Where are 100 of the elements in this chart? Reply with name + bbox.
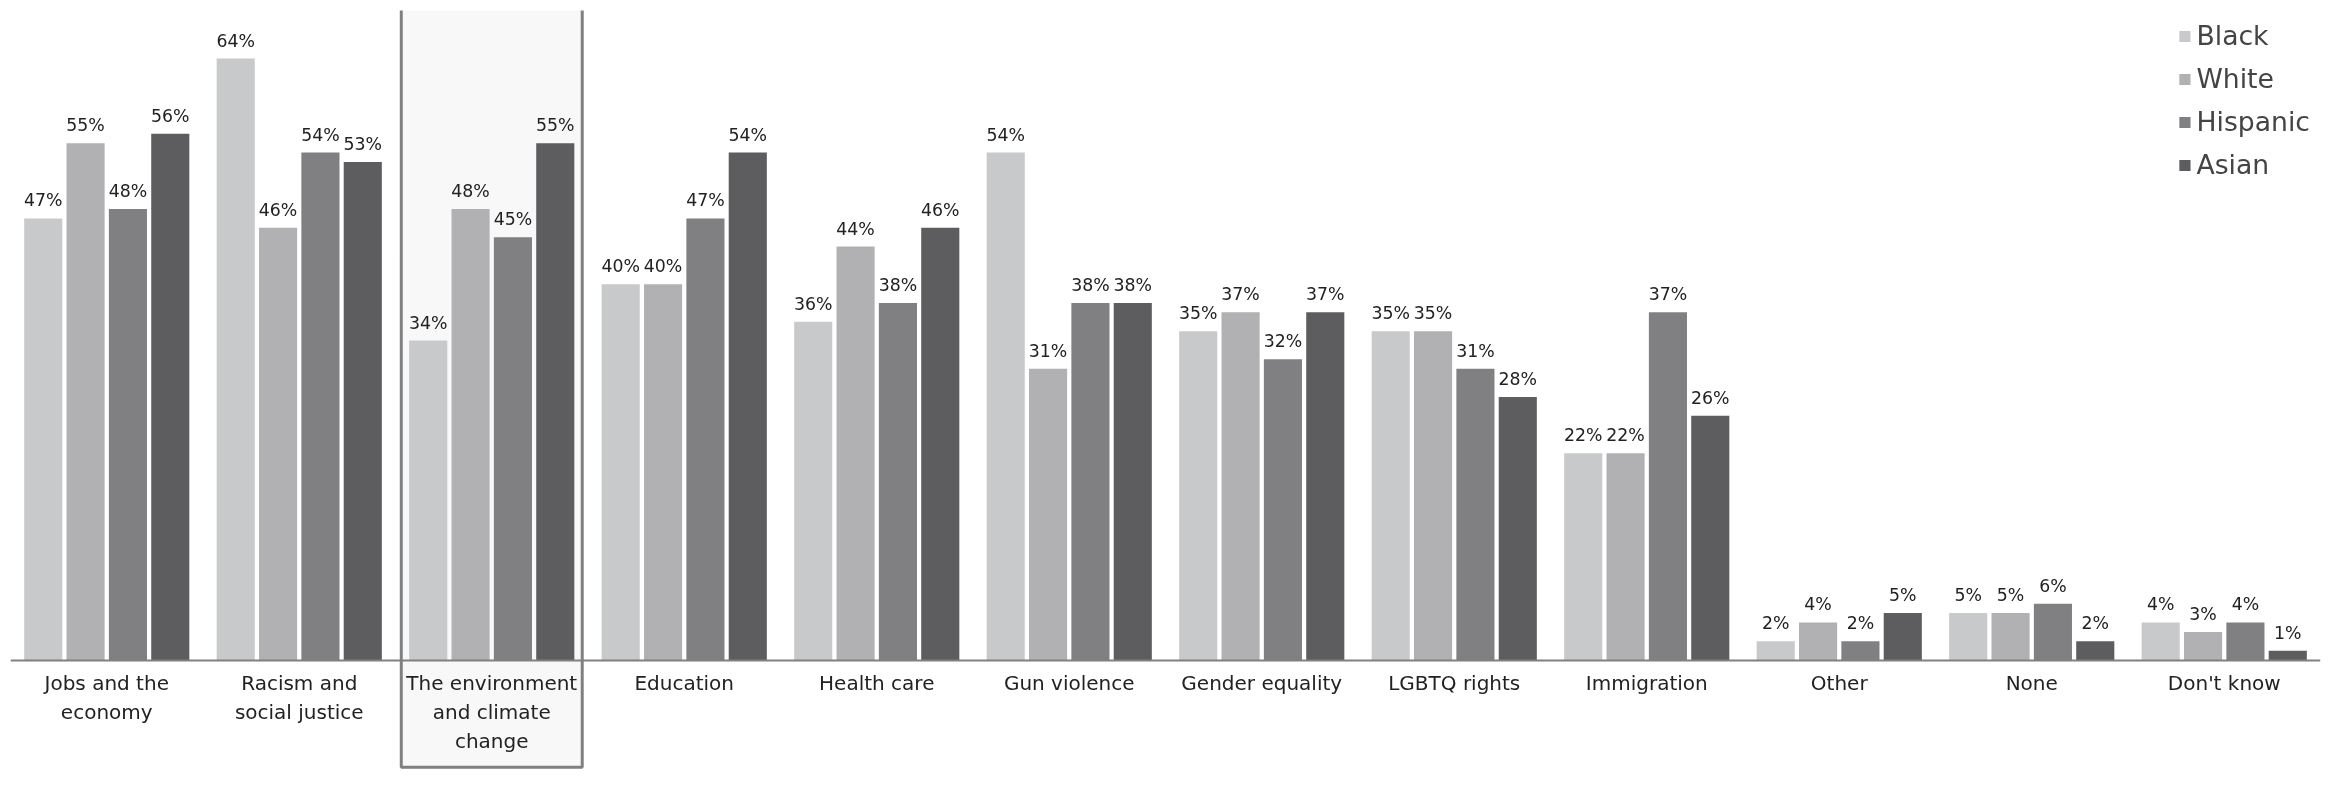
x-tick-label: None	[2005, 671, 2058, 696]
bar	[1029, 368, 1068, 661]
data-label: 35%	[1371, 303, 1410, 324]
bar	[836, 246, 875, 661]
data-label: 22%	[1563, 425, 1603, 446]
data-label: 2%	[1846, 613, 1875, 634]
data-label: 36%	[793, 293, 833, 314]
bar	[536, 143, 575, 661]
legend-label: Hispanic	[2196, 106, 2310, 137]
bar	[1179, 331, 1218, 661]
data-label: 5%	[1889, 585, 1917, 606]
bar	[1564, 453, 1603, 661]
bar	[2268, 650, 2307, 661]
data-label: 47%	[686, 190, 725, 211]
bar	[1991, 613, 2030, 661]
bar	[24, 218, 63, 661]
data-label: 35%	[1178, 303, 1218, 324]
bar	[1799, 622, 1838, 661]
bar	[451, 208, 490, 661]
data-label: 4%	[1804, 594, 1832, 615]
data-label: 53%	[343, 133, 383, 154]
bar	[1113, 302, 1152, 661]
data-label: 37%	[1648, 284, 1688, 305]
data-label: 31%	[1028, 340, 1068, 361]
x-tick-label: Education	[634, 671, 735, 696]
data-label: 38%	[878, 274, 918, 295]
data-label: 37%	[1306, 284, 1345, 305]
data-label: 54%	[301, 124, 340, 145]
bar	[409, 340, 448, 661]
data-label: 38%	[1113, 274, 1153, 295]
bar	[1883, 613, 1922, 661]
data-label: 48%	[108, 180, 148, 201]
bar	[343, 161, 382, 661]
bar	[1691, 415, 1730, 661]
data-label: 4%	[2146, 594, 2175, 615]
x-tick-label: The environment and climate change	[405, 671, 578, 753]
data-label: 38%	[1071, 274, 1110, 295]
x-tick-label: Gender equality	[1181, 671, 1343, 696]
data-label: 26%	[1691, 387, 1730, 408]
data-label: 48%	[451, 180, 490, 201]
x-tick-label: Other	[1810, 671, 1869, 696]
x-tick-label: Jobs and the economy	[42, 671, 169, 724]
data-label: 40%	[601, 256, 640, 277]
bar	[794, 321, 833, 661]
bar	[1498, 396, 1537, 661]
x-tick-label: Don't know	[2167, 671, 2281, 696]
bar	[1371, 331, 1410, 661]
data-label: 31%	[1456, 340, 1495, 361]
bar	[601, 284, 640, 661]
bar	[644, 284, 683, 661]
data-label: 2%	[1761, 613, 1790, 634]
bar	[259, 227, 298, 661]
data-label: 5%	[1996, 585, 2025, 606]
bar	[1949, 613, 1988, 661]
legend-label: Black	[2196, 20, 2269, 51]
bar	[1221, 312, 1260, 661]
data-label: 55%	[66, 115, 105, 136]
data-label: 37%	[1221, 284, 1260, 305]
data-label: 40%	[643, 256, 683, 277]
data-label: 46%	[921, 199, 960, 220]
bar	[921, 227, 960, 661]
data-label: 56%	[151, 105, 190, 126]
data-label: 55%	[536, 115, 575, 136]
data-label: 45%	[493, 209, 533, 230]
data-label: 46%	[258, 199, 298, 220]
bar	[1606, 453, 1645, 661]
data-label: 2%	[2081, 613, 2110, 634]
data-label: 34%	[408, 312, 448, 333]
legend-label: Asian	[2196, 149, 2270, 180]
data-label: 54%	[986, 124, 1025, 145]
data-label: 54%	[728, 124, 768, 145]
bar	[2184, 631, 2223, 661]
bar	[151, 133, 190, 661]
data-label: 28%	[1498, 368, 1538, 389]
data-label: 44%	[836, 218, 875, 239]
bar	[728, 152, 767, 661]
bar	[2076, 641, 2115, 661]
bar	[986, 152, 1025, 661]
data-label: 4%	[2231, 594, 2260, 615]
x-tick-label: LGBTQ rights	[1388, 671, 1521, 696]
bar	[1756, 641, 1795, 661]
data-label: 35%	[1413, 303, 1453, 324]
bar	[66, 143, 105, 661]
data-label: 3%	[2189, 603, 2217, 624]
data-label: 32%	[1263, 331, 1303, 352]
data-label: 5%	[1954, 585, 1982, 606]
x-tick-label: Gun violence	[1003, 671, 1135, 696]
data-label: 47%	[23, 190, 63, 211]
x-tick-label: Racism and social justice	[234, 671, 364, 724]
bar	[1306, 312, 1345, 661]
x-tick-label: Immigration	[1585, 671, 1708, 696]
bar	[216, 58, 255, 661]
x-tick-label: Health care	[819, 671, 935, 696]
data-label: 22%	[1606, 425, 1645, 446]
legend-label: White	[2196, 63, 2274, 94]
data-label: 64%	[216, 30, 255, 51]
bar	[2141, 622, 2180, 661]
bar	[1414, 331, 1453, 661]
data-label: 1%	[2274, 622, 2302, 643]
data-label: 6%	[2039, 575, 2067, 596]
